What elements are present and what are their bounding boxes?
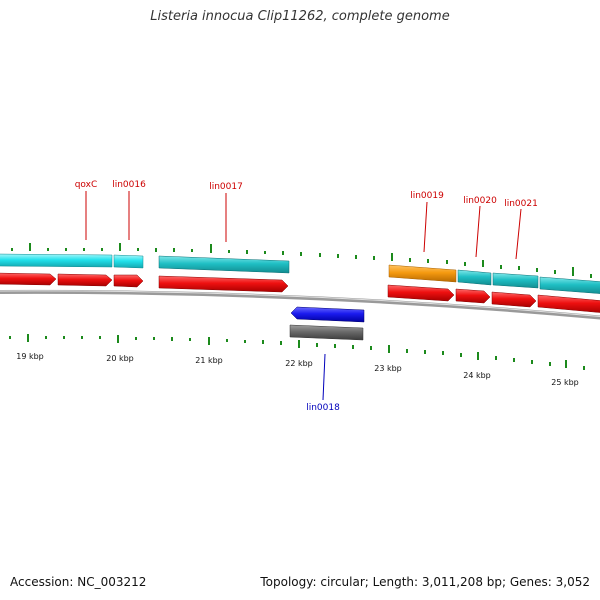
gene-label-lin0018[interactable]: lin0018 [306,403,340,413]
feature-block[interactable] [457,269,492,286]
cds-arrow[interactable] [57,273,113,287]
forward-feature-track [0,253,600,294]
feature-block[interactable] [0,253,113,268]
cds-arrow-reverse[interactable] [290,306,365,323]
cds-arrow[interactable] [0,272,57,286]
gene-label-qoxc[interactable]: qoxC [75,180,98,190]
cds-arrow[interactable] [491,291,537,308]
gene-label-lin0020[interactable]: lin0020 [463,196,497,206]
feature-block[interactable] [113,254,144,269]
map-title: Listeria innocua Clip11262, complete gen… [150,9,450,24]
upper-tick-row [11,243,592,278]
gene-label-lin0016[interactable]: lin0016 [112,180,146,190]
feature-block[interactable] [158,255,290,274]
scale-label: 25 kbp [551,378,579,387]
cds-arrow[interactable] [158,275,289,293]
gene-label-lin0021[interactable]: lin0021 [504,199,538,209]
feature-block[interactable] [388,264,457,283]
cds-arrow[interactable] [455,288,491,304]
gene-labels: qoxC lin0016 lin0017 lin0019 lin0020 lin… [75,180,538,413]
topology-stats-text: Topology: circular; Length: 3,011,208 bp… [260,575,590,589]
forward-cds-track [0,272,600,313]
label-leader [475,205,481,258]
lower-tick-row [9,334,585,370]
scale-label: 20 kbp [106,354,134,363]
label-leader [515,208,522,260]
gene-label-lin0019[interactable]: lin0019 [410,191,444,201]
feature-block-reverse[interactable] [289,324,364,341]
scale-labels: 19 kbp 20 kbp 21 kbp 22 kbp 23 kbp 24 kb… [16,352,579,387]
cds-arrow[interactable] [537,294,600,313]
cds-arrow[interactable] [113,274,144,288]
feature-block[interactable] [539,276,600,294]
scale-label: 23 kbp [374,364,402,373]
scale-label: 19 kbp [16,352,44,361]
reverse-strand-track [289,306,365,341]
label-leader [322,353,326,401]
feature-block[interactable] [492,272,539,289]
accession-text: Accession: NC_003212 [10,575,147,589]
genome-backbone-highlight [0,290,600,318]
scale-label: 22 kbp [285,359,313,368]
scale-label: 21 kbp [195,356,223,365]
scale-label: 24 kbp [463,371,491,380]
genome-backbone [0,289,600,320]
cds-arrow[interactable] [387,284,455,302]
gene-label-lin0017[interactable]: lin0017 [209,182,243,192]
label-leader [423,201,428,253]
